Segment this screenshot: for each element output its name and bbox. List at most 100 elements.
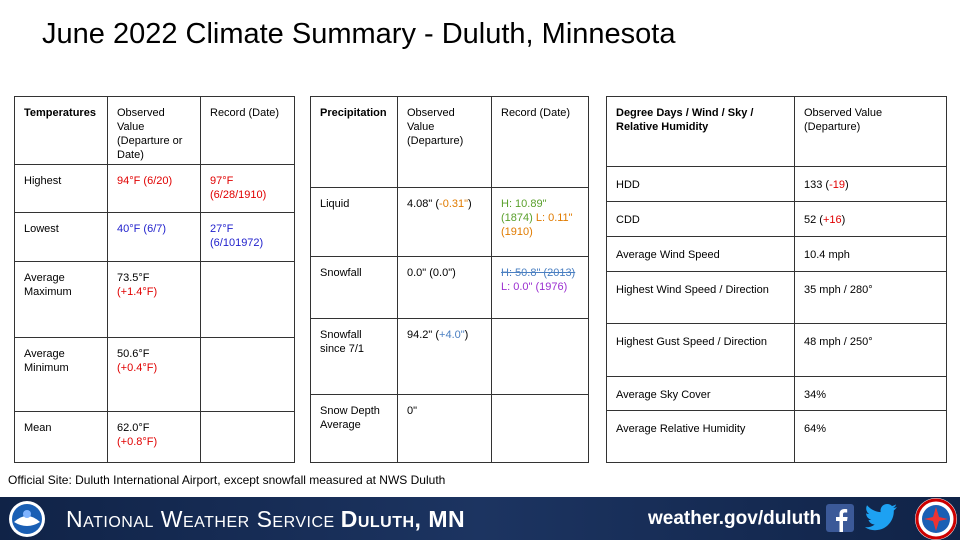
table-cell: Snowfall: [310, 256, 398, 319]
noaa-logo: [9, 501, 45, 537]
cell-text: 4.08" (: [407, 198, 440, 210]
twitter-icon[interactable]: [864, 503, 898, 533]
cell-text: Snowfall since 7/1: [320, 329, 365, 355]
cell-text: Observed Value (Departure): [407, 107, 464, 147]
cell-text: Highest: [24, 175, 62, 187]
cell-text: Record (Date): [501, 107, 571, 119]
table-row: Snowfall since 7/1 94.2" (+4.0"): [310, 318, 589, 395]
cell-text: 10.4 mph: [804, 249, 850, 261]
cell-text: Snow Depth Average: [320, 405, 380, 431]
cell-text: CDD: [616, 214, 640, 226]
header-cell: Record (Date): [200, 96, 295, 165]
table-cell: CDD: [606, 201, 795, 237]
table-row: Average Relative Humidity 64%: [606, 410, 947, 463]
cell-text: Average Wind Speed: [616, 249, 720, 261]
header-cell: Observed Value (Departure): [397, 96, 492, 188]
cell-text: ): [468, 198, 472, 210]
table-row: Average Maximum 73.5°F (+1.4°F): [14, 261, 295, 338]
table-cell: Average Relative Humidity: [606, 410, 795, 463]
cell-text: Average Sky Cover: [616, 389, 711, 401]
cell-text: Average Relative Humidity: [616, 423, 746, 435]
table-cell: [491, 318, 589, 395]
cell-text: Highest Wind Speed / Direction: [616, 284, 769, 296]
table-cell: 35 mph / 280°: [794, 271, 947, 324]
header-cell: Record (Date): [491, 96, 589, 188]
table-cell: 97°F (6/28/1910): [200, 164, 295, 213]
cell-text: 73.5°F: [117, 272, 150, 284]
cell-text: ): [844, 179, 849, 191]
website[interactable]: weather.gov/duluth: [648, 508, 822, 529]
table-cell: Snow Depth Average: [310, 394, 398, 463]
cell-text: Record (Date): [210, 107, 280, 119]
table-row: Lowest 40°F (6/7) 27°F (6/101972): [14, 212, 295, 262]
table-cell: [491, 394, 589, 463]
footnote: Official Site: Duluth International Airp…: [8, 473, 446, 487]
header-cell: Temperatures: [14, 96, 108, 165]
cell-text: 0.0" (0.0"): [407, 267, 456, 279]
table-cell: 73.5°F (+1.4°F): [107, 261, 201, 338]
cell-text: H: 10.89" (1874): [501, 198, 547, 224]
table-cell: Highest: [14, 164, 108, 213]
cell-text: Degree Days / Wind / Sky / Relative Humi…: [616, 107, 754, 133]
cell-text: Liquid: [320, 198, 350, 210]
data-table: Temperatures Observed Value (Departure or…: [14, 96, 295, 463]
cell-text: (+1.4°F): [117, 286, 158, 298]
table-cell: Snowfall since 7/1: [310, 318, 398, 395]
table-cell: [200, 261, 295, 338]
org-name: National Weather Service Duluth, MN: [66, 506, 465, 533]
data-table: Degree Days / Wind / Sky / Relative Humi…: [606, 96, 947, 463]
table-cell: 4.08" (-0.31"): [397, 187, 492, 257]
table-cell: 0": [397, 394, 492, 463]
table-cell: Lowest: [14, 212, 108, 262]
cell-text: 48 mph / 250°: [804, 336, 873, 348]
cell-text: 35 mph / 280°: [804, 284, 873, 296]
table-row: Liquid 4.08" (-0.31") H: 10.89" (1874) L: …: [310, 187, 589, 257]
table-cell: [200, 411, 295, 463]
header-cell: Precipitation: [310, 96, 398, 188]
cell-text: 34%: [804, 389, 827, 401]
cell-text: HDD: [616, 179, 640, 191]
cell-text: ): [841, 214, 846, 226]
slide-title: June 2022 Climate Summary - Duluth, Minn…: [42, 18, 676, 50]
table-cell: 40°F (6/7): [107, 212, 201, 262]
cell-text: 94.2" (: [407, 329, 440, 341]
footer-bar: National Weather Service Duluth, MN weath…: [0, 497, 960, 540]
table-cell: Average Sky Cover: [606, 376, 795, 411]
header-cell: Observed Value (Departure): [794, 96, 947, 167]
cell-text: 40°F (6/7): [117, 223, 167, 235]
nws-logo: [915, 498, 957, 540]
table-row: Highest 94°F (6/20) 97°F (6/28/1910): [14, 164, 295, 213]
table-cell: Average Maximum: [14, 261, 108, 338]
cell-text: +16: [822, 214, 842, 226]
office: Duluth, MN: [340, 506, 466, 532]
cell-text: L: 0.11" (1910): [501, 212, 573, 238]
table-cell: 27°F (6/101972): [200, 212, 295, 262]
header-cell: Observed Value (Departure or Date): [107, 96, 201, 165]
cell-text: 0": [407, 405, 418, 417]
cell-text: -19: [829, 179, 845, 191]
table-row: Mean 62.0°F (+0.8°F): [14, 411, 295, 463]
table-cell: 62.0°F (+0.8°F): [107, 411, 201, 463]
cell-text: 94°F (6/20): [117, 175, 173, 187]
header-row: Temperatures Observed Value (Departure or…: [14, 96, 295, 165]
table-cell: 0.0" (0.0"): [397, 256, 492, 319]
table-cell: 64%: [794, 410, 947, 463]
cell-text: 133 (: [804, 179, 830, 191]
table-cell: Average Minimum: [14, 337, 108, 412]
table-cell: Highest Gust Speed / Direction: [606, 323, 795, 377]
table-row: Highest Gust Speed / Direction 48 mph / 2…: [606, 323, 947, 377]
cell-text: Mean: [24, 422, 52, 434]
facebook-icon[interactable]: [826, 504, 854, 532]
table-row: CDD 52 (+16): [606, 201, 947, 237]
cell-text: (+0.4°F): [117, 362, 158, 374]
table-row: Snowfall 0.0" (0.0") H: 50.8" (2013) L: 0.…: [310, 256, 589, 319]
cell-text: 64%: [804, 423, 827, 435]
table-row: Snow Depth Average 0": [310, 394, 589, 463]
cell-text: H: 50.8" (2013): [501, 267, 576, 279]
data-table: Precipitation Observed Value (Departure) R…: [310, 96, 589, 463]
header-cell: Degree Days / Wind / Sky / Relative Humi…: [606, 96, 795, 167]
cell-text: 27°F (6/101972): [210, 223, 264, 249]
table-row: Highest Wind Speed / Direction 35 mph / 2…: [606, 271, 947, 324]
table-row: HDD 133 (-19): [606, 166, 947, 202]
